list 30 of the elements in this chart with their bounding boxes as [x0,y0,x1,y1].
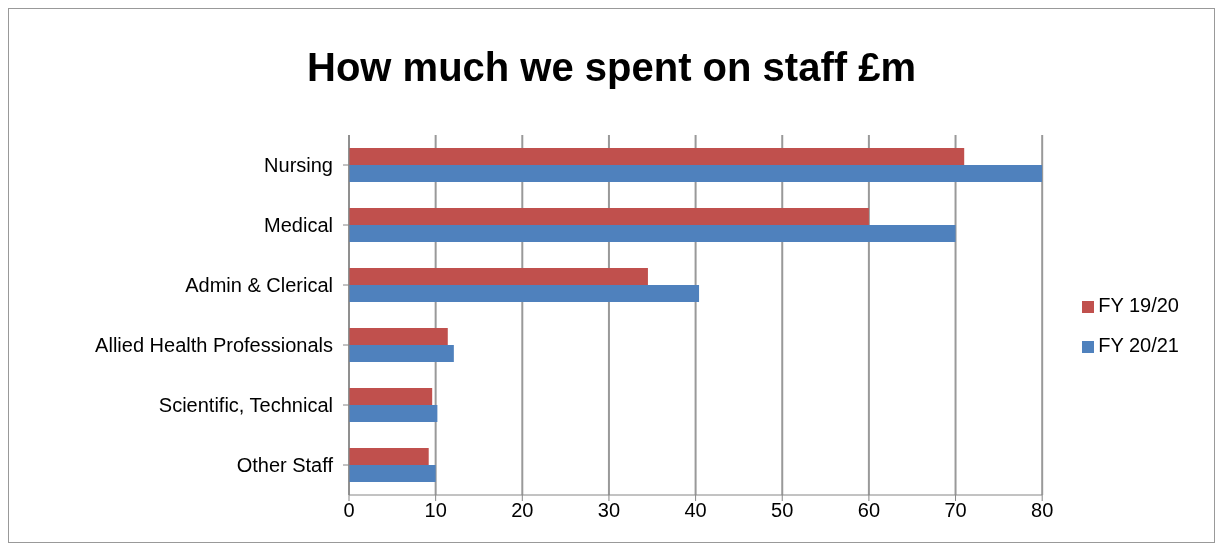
y-tick-label: Other Staff [236,454,334,476]
legend-label: FY 19/20 [1098,294,1179,316]
bar [349,165,1043,182]
y-tick-label: Admin & Clerical [185,274,333,296]
x-tick-label: 70 [944,499,967,522]
x-tick-label: 40 [684,499,707,522]
x-tick-label: 10 [424,499,447,522]
x-tick-label: 30 [597,499,621,522]
bar [349,225,956,242]
bar [349,405,438,422]
bar [349,448,429,465]
bar [349,465,436,482]
y-tick-label: Allied Health Professionals [95,334,333,356]
x-tick-label: 20 [511,499,534,522]
legend-label: FY 20/21 [1098,334,1179,356]
bar [349,208,869,225]
y-tick-label: Scientific, Technical [158,394,333,416]
bar [349,345,454,362]
bar [349,328,448,345]
chart-title: How much we spent on staff £m [306,45,917,91]
x-tick-label: 0 [343,499,355,522]
y-tick-label: Nursing [264,154,333,176]
x-tick-label: 80 [1031,499,1054,522]
x-tick-label: 60 [857,499,881,522]
bar [349,285,700,302]
x-tick-label: 50 [771,499,794,522]
bar [349,268,648,285]
bar [349,148,965,165]
bar [349,388,433,405]
y-tick-label: Medical [264,214,333,236]
